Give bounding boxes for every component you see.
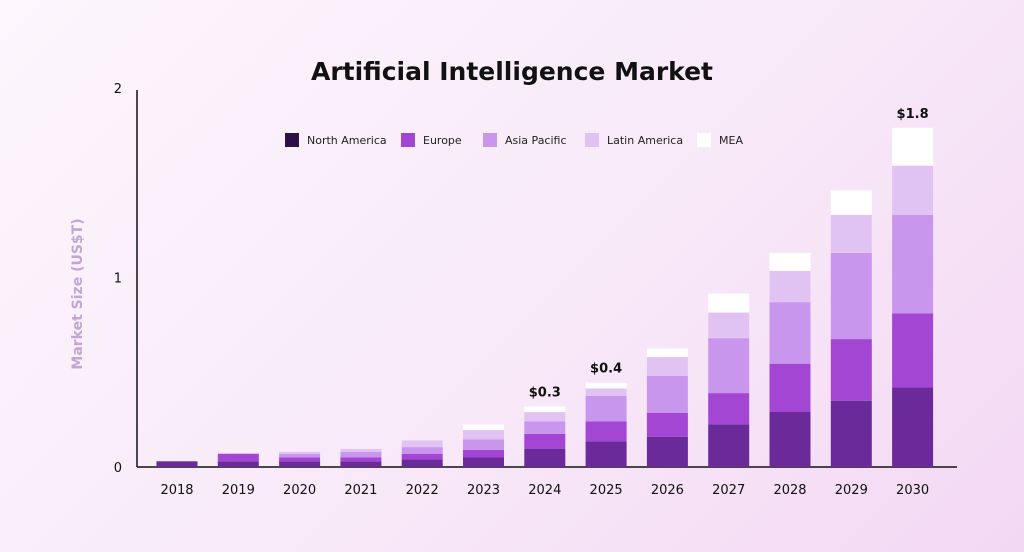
bar-segment <box>769 270 811 303</box>
bar-segment <box>769 412 811 467</box>
y-tick-label: 1 <box>114 272 122 287</box>
bar-segment <box>463 457 504 467</box>
legend-swatch <box>285 133 299 147</box>
total-labels: $0.3 $0.4 $1.8 <box>529 107 929 401</box>
x-tick-label: 2024 <box>528 483 561 498</box>
bar-segment <box>585 441 627 467</box>
bar-segment <box>708 424 750 467</box>
bar-segment <box>708 338 750 394</box>
bar-segment <box>769 302 811 364</box>
x-tick-label: 2028 <box>773 483 806 498</box>
bar-segment <box>463 449 504 458</box>
bar-segment <box>401 453 443 460</box>
bar-segment <box>585 395 627 422</box>
bar-segment <box>892 165 934 215</box>
bar-segment <box>524 412 566 422</box>
bar-segment <box>646 413 688 437</box>
bar-segment <box>401 440 443 448</box>
bar-segment <box>646 357 688 376</box>
x-tick-label: 2020 <box>283 483 316 498</box>
bar-segment <box>217 461 259 467</box>
x-tick-label: 2018 <box>160 483 193 498</box>
bar-segment <box>279 457 321 462</box>
bar-segment <box>463 439 504 450</box>
bar-segment <box>585 388 627 396</box>
legend-swatch <box>585 133 599 147</box>
bar-segment <box>279 451 321 454</box>
legend-item: North America <box>285 133 387 147</box>
x-tick-label: 2025 <box>590 483 623 498</box>
x-tick-label: 2027 <box>712 483 745 498</box>
bar-segment <box>892 313 934 388</box>
bar-segment <box>646 436 688 467</box>
bar-segment <box>830 190 872 215</box>
bar-segment <box>524 433 566 449</box>
bar-segment <box>279 453 321 458</box>
bar-segment <box>708 312 750 339</box>
bar-segment <box>524 421 566 434</box>
legend-swatch <box>483 133 497 147</box>
legend-item: MEA <box>697 133 743 147</box>
bar-segment <box>769 252 811 271</box>
x-tick-label: 2026 <box>651 483 684 498</box>
bar-segment <box>646 376 688 413</box>
x-tick-label: 2029 <box>835 483 868 498</box>
bar-segment <box>524 449 566 467</box>
total-label: $0.3 <box>529 385 561 400</box>
chart-title: Artificial Intelligence Market <box>311 57 713 86</box>
bar-segment <box>340 449 382 452</box>
bar-segment <box>708 393 750 425</box>
x-tick-label: 2021 <box>344 483 377 498</box>
y-tick-label: 2 <box>114 82 122 97</box>
bar-segment <box>217 453 259 462</box>
x-tick-label: 2022 <box>406 483 439 498</box>
legend-item: Latin America <box>585 133 683 147</box>
bar-segment <box>585 421 627 442</box>
bar-segment <box>830 400 872 467</box>
bar-segment <box>646 348 688 358</box>
bar-segment <box>892 127 934 166</box>
total-label: $1.8 <box>897 107 929 122</box>
x-tick-label: 2023 <box>467 483 500 498</box>
bar-segment <box>401 459 443 467</box>
legend-label: North America <box>307 134 387 147</box>
legend-label: MEA <box>719 134 743 147</box>
legend-label: Asia Pacific <box>505 134 567 147</box>
legend-swatch <box>401 133 415 147</box>
bar-segment <box>156 461 198 467</box>
bar-segment <box>830 339 872 401</box>
bar-segment <box>830 252 872 340</box>
legend-label: Europe <box>423 134 462 147</box>
bar-segment <box>401 447 443 454</box>
legend-label: Latin America <box>607 134 683 147</box>
legend-item: Asia Pacific <box>483 133 567 147</box>
legend-item: Europe <box>401 133 462 147</box>
bars <box>156 127 934 467</box>
legend: North America Europe Asia Pacific Latin Ame… <box>285 133 743 147</box>
bar-segment <box>340 461 382 467</box>
y-tick-label: 0 <box>114 461 122 476</box>
y-axis-label: Market Size (US$T) <box>70 218 86 369</box>
bar-segment <box>463 430 504 440</box>
bar-segment <box>340 451 382 458</box>
bar-segment <box>340 457 382 462</box>
bar-segment <box>892 215 934 314</box>
bar-segment <box>830 215 872 253</box>
y-ticks: 0 1 2 <box>114 82 122 476</box>
bar-segment <box>769 363 811 412</box>
bar-segment <box>892 387 934 467</box>
x-tick-label: 2019 <box>222 483 255 498</box>
x-tick-label: 2030 <box>896 483 929 498</box>
x-ticks: 2018 2019 2020 2021 2022 2023 2024 2025 2026 2027… <box>160 483 929 498</box>
total-label: $0.4 <box>590 362 622 377</box>
legend-swatch <box>697 133 711 147</box>
bar-segment <box>708 293 750 313</box>
bar-segment <box>279 461 321 467</box>
bar-segment <box>524 406 566 413</box>
bar-segment <box>463 424 504 431</box>
bar-segment <box>585 382 627 389</box>
